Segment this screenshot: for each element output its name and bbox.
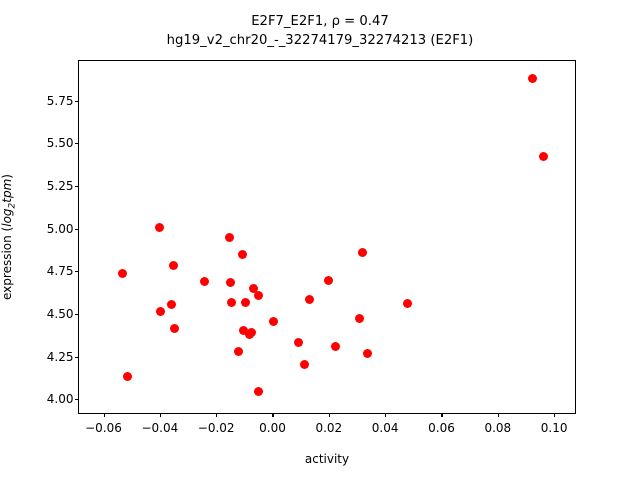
- y-axis-label-unit-base: log: [0, 208, 14, 227]
- x-tick-mark: [272, 413, 274, 417]
- y-tick-label: 5.00: [46, 221, 74, 236]
- data-point: [227, 298, 237, 308]
- data-point: [169, 260, 179, 270]
- data-point: [226, 278, 236, 288]
- data-point: [167, 299, 177, 309]
- y-tick-label: 5.25: [46, 178, 74, 193]
- x-tick-label: 0.06: [428, 420, 455, 435]
- data-point: [237, 250, 247, 260]
- data-point: [300, 359, 310, 369]
- data-point: [225, 233, 235, 243]
- y-axis-label-close: ): [0, 174, 14, 179]
- data-point: [117, 269, 127, 279]
- data-point: [538, 151, 548, 161]
- data-point: [330, 342, 340, 352]
- data-point: [294, 338, 304, 348]
- y-axis-label-prefix: expression (: [0, 226, 14, 300]
- y-tick-mark: [75, 271, 79, 273]
- data-point: [254, 290, 264, 300]
- data-point: [358, 247, 368, 257]
- y-tick-mark: [75, 399, 79, 401]
- y-axis-label-unit: log2tpm: [0, 178, 18, 227]
- data-point: [238, 325, 248, 335]
- x-tick-label: −0.04: [141, 420, 179, 435]
- y-tick-label: 4.00: [46, 392, 74, 407]
- data-point: [233, 346, 243, 356]
- data-point: [527, 73, 537, 83]
- x-tick-label: −0.06: [85, 420, 122, 435]
- x-axis-label: activity: [304, 452, 350, 466]
- data-point: [122, 371, 132, 381]
- x-tick-label: 0.02: [315, 420, 343, 435]
- x-tick-mark: [554, 413, 556, 417]
- y-tick-label: 4.75: [46, 264, 74, 279]
- x-tick-label: −0.02: [197, 420, 235, 435]
- y-tick-mark: [75, 185, 79, 187]
- y-tick-label: 5.75: [46, 93, 74, 108]
- y-tick-label: 5.50: [46, 136, 74, 151]
- y-axis-label: expression (log2tpm): [0, 60, 20, 414]
- data-point: [246, 327, 256, 337]
- y-tick-mark: [75, 314, 79, 316]
- x-tick-label: 0.04: [371, 420, 399, 435]
- y-tick-mark: [75, 228, 79, 230]
- x-tick-mark: [497, 413, 499, 417]
- chart-title-line-1: E2F7_E2F1, ρ = 0.47: [251, 14, 389, 29]
- data-point: [240, 297, 250, 307]
- data-point: [323, 275, 333, 285]
- y-axis-label-unit-subscript: 2: [7, 202, 18, 209]
- data-point: [155, 223, 165, 233]
- x-tick-label: 0.08: [484, 420, 512, 435]
- y-axis-label-unit-suffix: tpm: [0, 178, 14, 203]
- x-tick-mark: [159, 413, 161, 417]
- data-point: [169, 324, 179, 334]
- data-point: [403, 298, 413, 308]
- y-tick-label: 4.25: [46, 349, 74, 364]
- data-point: [156, 306, 166, 316]
- plot-axes: −0.06 −0.04 −0.02 0.00 0.02 0.04 0.06 0.08 0.10 4…: [47, 60, 576, 435]
- y-tick-mark: [75, 143, 79, 145]
- data-point: [355, 313, 365, 323]
- data-point: [253, 386, 263, 396]
- x-tick-mark: [328, 413, 330, 417]
- chart-title: E2F7_E2F1, ρ = 0.47 hg19_v2_chr20_-_3227…: [0, 12, 640, 50]
- data-point: [305, 294, 315, 304]
- y-tick-mark: [75, 100, 79, 102]
- x-tick-mark: [385, 413, 387, 417]
- y-tick-label: 4.50: [46, 307, 74, 322]
- data-point: [249, 283, 259, 293]
- data-point: [269, 316, 279, 326]
- x-tick-label: 0.00: [259, 420, 286, 435]
- plot-data-area: [79, 61, 575, 413]
- x-tick-label: 0.10: [540, 420, 568, 435]
- chart-title-line-2: hg19_v2_chr20_-_32274179_32274213 (E2F1): [166, 33, 474, 48]
- x-tick-mark: [216, 413, 218, 417]
- data-point: [362, 349, 372, 359]
- y-tick-mark: [75, 356, 79, 358]
- x-tick-mark: [441, 413, 443, 417]
- data-point: [200, 277, 210, 287]
- x-tick-mark: [103, 413, 105, 417]
